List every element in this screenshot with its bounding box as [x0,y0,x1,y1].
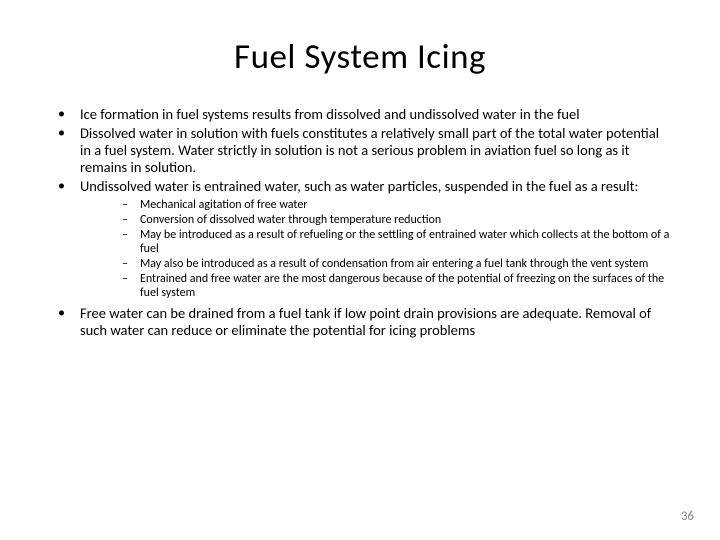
sub-bullet-item: Entrained and free water are the most da… [80,272,672,300]
sub-bullet-item: May also be introduced as a result of co… [80,257,672,271]
bullet-item: Undissolved water is entrained water, su… [48,178,672,300]
sub-bullet-item: Conversion of dissolved water through te… [80,213,672,227]
bullet-item: Dissolved water in solution with fuels c… [48,125,672,176]
slide-title: Fuel System Icing [48,36,672,78]
sub-bullet-item: May be introduced as a result of refueli… [80,228,672,256]
bullet-item: Free water can be drained from a fuel ta… [48,305,672,339]
sub-bullet-item: Mechanical agitation of free water [80,198,672,212]
bullet-list: Ice formation in fuel systems results fr… [48,106,672,339]
sub-bullet-list: Mechanical agitation of free water Conve… [80,198,672,301]
bullet-item: Ice formation in fuel systems results fr… [48,106,672,123]
page-number: 36 [681,509,694,524]
bullet-text: Undissolved water is entrained water, su… [80,177,638,195]
slide: Fuel System Icing Ice formation in fuel … [0,0,720,540]
